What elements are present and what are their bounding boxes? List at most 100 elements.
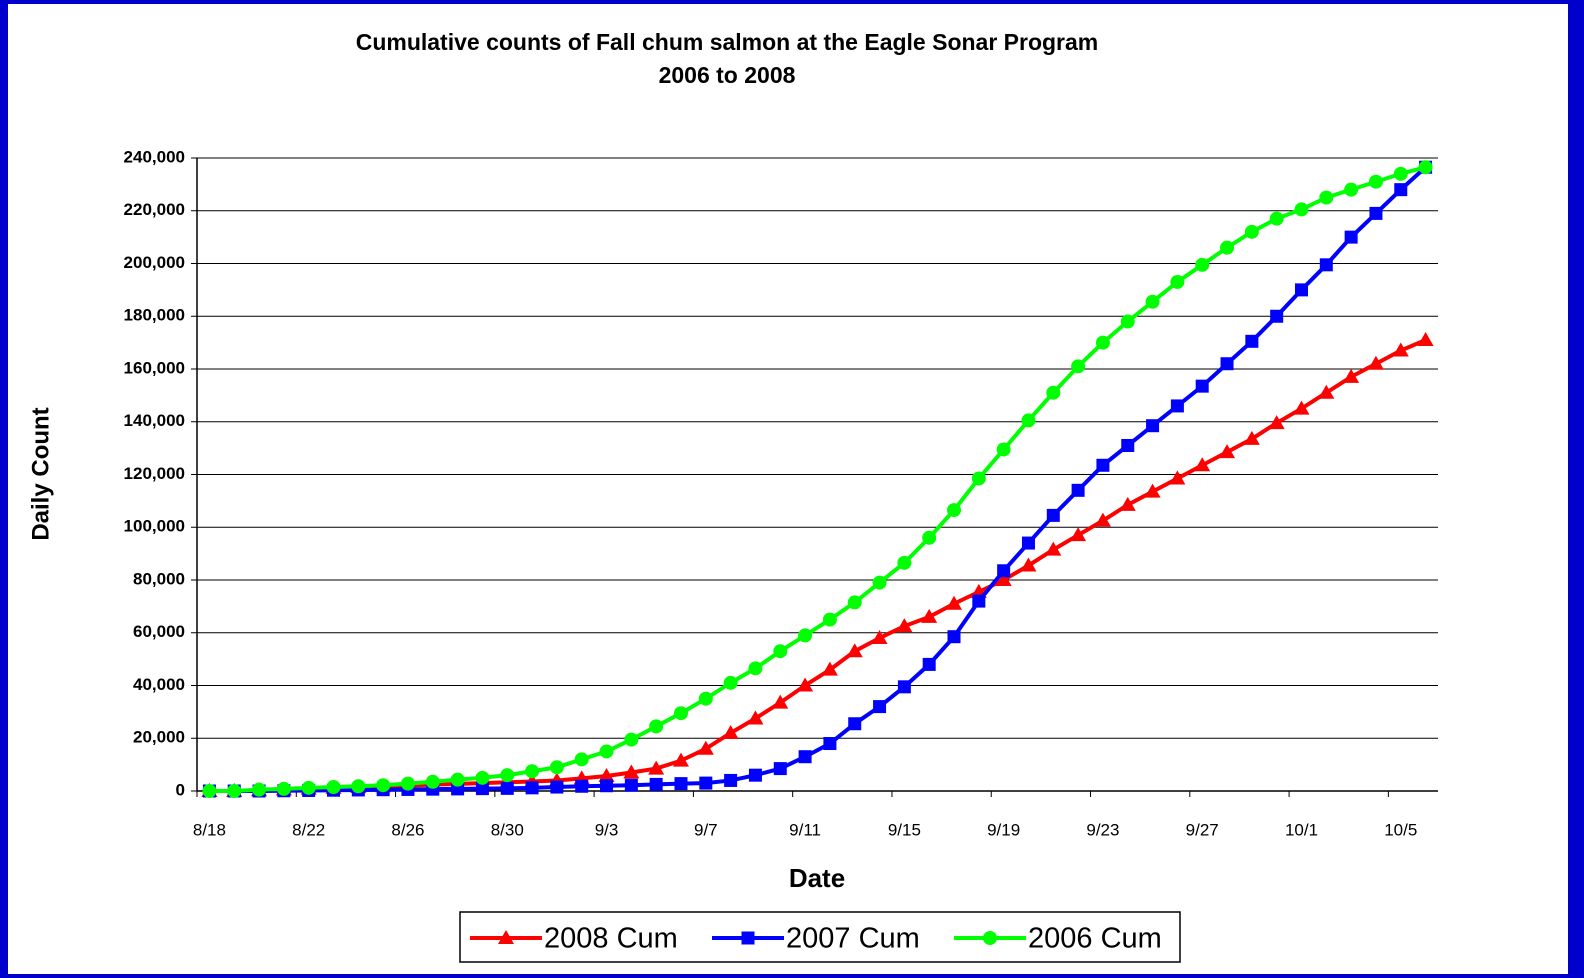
marker	[1021, 413, 1036, 428]
marker	[1343, 368, 1360, 383]
marker	[1046, 385, 1061, 400]
marker	[1195, 379, 1209, 393]
marker	[326, 780, 341, 795]
marker	[699, 776, 713, 790]
x-tick-label: 10/1	[1285, 820, 1318, 839]
marker	[227, 784, 242, 798]
x-tick-label: 10/5	[1384, 820, 1417, 839]
legend-label: 2006 Cum	[1028, 923, 1162, 955]
marker	[822, 612, 837, 627]
marker	[598, 767, 615, 782]
marker	[1367, 355, 1384, 370]
marker	[550, 780, 564, 794]
x-tick-label: 9/23	[1086, 820, 1119, 839]
marker	[252, 782, 267, 797]
marker	[1194, 457, 1211, 472]
marker	[698, 691, 713, 706]
marker	[202, 784, 217, 798]
marker	[1021, 536, 1035, 550]
marker	[773, 762, 787, 776]
x-tick-label: 9/27	[1186, 820, 1219, 839]
marker	[971, 471, 986, 486]
marker	[847, 595, 862, 610]
y-tick-label: 180,000	[124, 306, 185, 325]
y-tick-label: 140,000	[124, 411, 185, 430]
marker	[1392, 342, 1409, 357]
marker	[1220, 240, 1235, 255]
y-tick-label: 60,000	[133, 622, 185, 641]
marker	[599, 744, 614, 759]
marker	[425, 774, 440, 789]
marker	[1195, 257, 1210, 272]
marker	[674, 777, 688, 791]
marker	[1344, 230, 1358, 244]
y-tick-label: 100,000	[124, 517, 185, 536]
marker	[798, 628, 813, 643]
marker	[1344, 182, 1359, 197]
marker	[872, 575, 887, 590]
marker	[376, 778, 391, 793]
marker	[772, 694, 789, 709]
marker	[897, 680, 911, 694]
marker	[823, 737, 837, 751]
marker	[1268, 415, 1285, 430]
marker	[773, 644, 788, 659]
marker	[400, 776, 415, 791]
marker	[748, 661, 763, 676]
marker	[624, 778, 638, 792]
marker	[1393, 166, 1408, 181]
y-tick-label: 120,000	[124, 464, 185, 483]
marker	[1046, 508, 1060, 522]
marker	[1319, 190, 1334, 205]
x-tick-label: 8/26	[391, 820, 424, 839]
marker	[549, 760, 564, 775]
x-tick-label: 8/18	[193, 820, 226, 839]
marker	[1318, 384, 1335, 399]
legend-marker	[983, 931, 997, 945]
x-tick-label: 8/30	[491, 820, 524, 839]
marker	[1294, 283, 1308, 297]
marker	[1020, 557, 1037, 572]
marker	[797, 677, 814, 692]
y-tick-label: 20,000	[133, 728, 185, 747]
x-tick-label: 9/3	[595, 820, 619, 839]
marker	[1219, 444, 1236, 459]
marker	[1095, 335, 1110, 350]
legend	[459, 911, 1181, 963]
marker	[1121, 438, 1135, 452]
marker	[649, 777, 663, 791]
marker	[673, 706, 688, 721]
marker	[475, 782, 489, 796]
marker	[846, 643, 863, 658]
marker	[922, 530, 937, 545]
marker	[672, 752, 689, 767]
marker	[1394, 183, 1408, 197]
x-tick-label: 9/7	[694, 820, 718, 839]
marker	[1269, 211, 1284, 226]
marker	[873, 700, 887, 714]
marker	[947, 503, 962, 518]
marker	[500, 781, 514, 795]
marker	[574, 752, 589, 767]
marker	[525, 764, 540, 779]
legend-label: 2008 Cum	[544, 923, 678, 955]
marker	[600, 779, 614, 793]
marker	[1220, 357, 1234, 371]
marker	[1244, 224, 1259, 239]
marker	[301, 780, 316, 795]
marker	[747, 710, 764, 725]
y-tick-label: 160,000	[124, 358, 185, 377]
marker	[1293, 400, 1310, 415]
marker	[1417, 331, 1434, 346]
marker	[1245, 334, 1259, 348]
marker	[351, 779, 366, 794]
marker	[1146, 419, 1160, 433]
marker	[1418, 160, 1433, 175]
marker	[276, 781, 291, 796]
marker	[1170, 399, 1184, 413]
marker	[475, 770, 490, 785]
y-axis-label: Daily Count	[27, 407, 54, 540]
chart-title: Cumulative counts of Fall chum salmon at…	[356, 29, 1099, 55]
marker	[946, 595, 963, 610]
